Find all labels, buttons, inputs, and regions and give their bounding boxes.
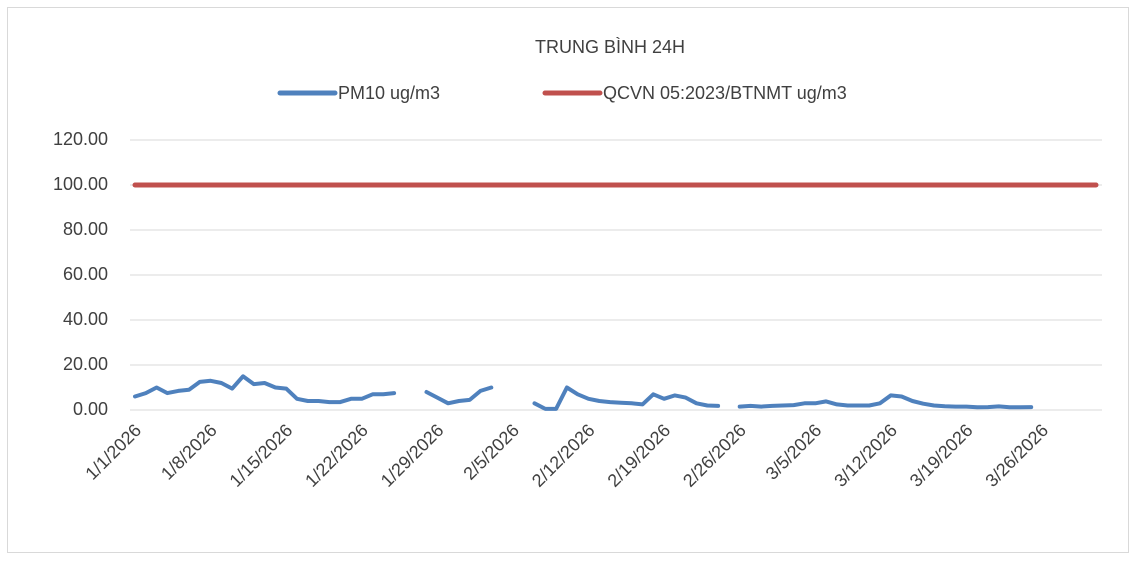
- y-tick-label: 100.00: [53, 174, 108, 194]
- y-tick-label: 80.00: [63, 219, 108, 239]
- y-tick-label: 120.00: [53, 129, 108, 149]
- chart-title: TRUNG BÌNH 24H: [535, 37, 685, 57]
- chart-frame: [7, 7, 1129, 553]
- y-tick-label: 60.00: [63, 264, 108, 284]
- series-line: [133, 374, 1034, 411]
- y-tick-label: 20.00: [63, 354, 108, 374]
- legend-label: QCVN 05:2023/BTNMT ug/m3: [603, 83, 847, 103]
- y-tick-label: 0.00: [73, 399, 108, 419]
- legend-label: PM10 ug/m3: [338, 83, 440, 103]
- y-tick-label: 40.00: [63, 309, 108, 329]
